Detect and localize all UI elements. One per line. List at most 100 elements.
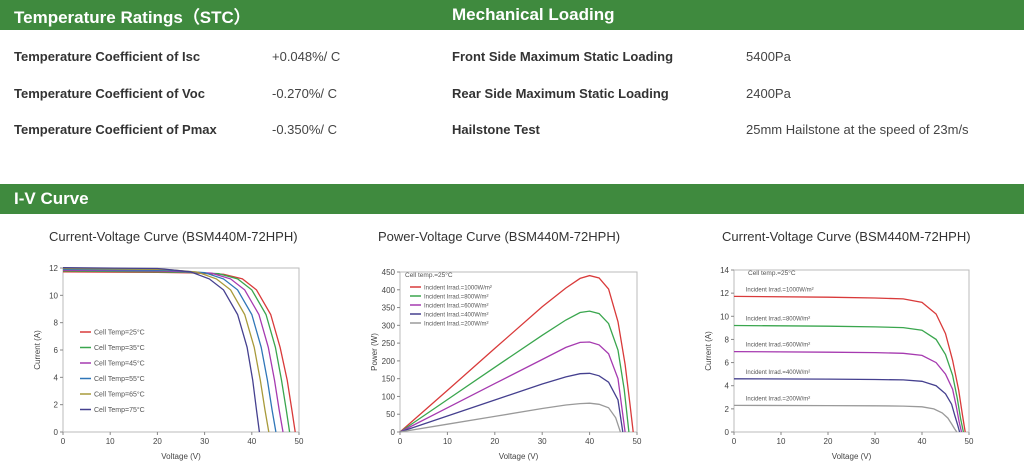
y-tick-label: 0: [391, 428, 396, 437]
iv-temp-chart: 0 10 20 30 40 50 0 2 4 6 8 10 12 Voltage (V) Current (…: [33, 264, 304, 461]
temperature-ratings-title: Temperature Ratings（STC）: [14, 7, 251, 27]
series-inline-label: Incident Irrad.=1000W/m²: [746, 287, 814, 293]
legend-label: Cell Temp=65°C: [94, 391, 145, 399]
series-line: [399, 274, 634, 433]
series-line: [62, 269, 284, 433]
x-axis-label: Voltage (V): [832, 452, 872, 461]
series-inline-label: Incident Irrad.=200W/m²: [746, 396, 811, 402]
y-axis-label: Current (A): [33, 330, 42, 370]
temp-row-label-voc: Temperature Coefficient of Voc: [14, 86, 205, 101]
y-tick-label: 300: [382, 321, 396, 330]
legend-label: Cell Temp=25°C: [94, 329, 145, 337]
series-inline-label: Incident Irrad.=400W/m²: [746, 370, 811, 376]
x-tick-label: 0: [732, 437, 737, 446]
temp-row-value-isc: +0.048%/ C: [272, 49, 341, 64]
x-tick-label: 10: [106, 437, 115, 446]
x-tick-label: 40: [585, 437, 594, 446]
y-tick-label: 0: [54, 428, 59, 437]
y-tick-label: 2: [725, 405, 730, 414]
legend-label: Incident Irrad.=1000W/m²: [424, 286, 492, 292]
series-inline-label: Incident Irrad.=600W/m²: [746, 343, 811, 349]
y-tick-label: 450: [382, 268, 396, 277]
series-line: [399, 402, 622, 433]
series-inline-label: Incident Irrad.=800W/m²: [746, 317, 811, 323]
y-tick-label: 150: [382, 375, 396, 384]
y-axis-label: Current (A): [704, 331, 713, 371]
chart-title-1: Current-Voltage Curve (BSM440M-72HPH): [49, 229, 298, 244]
y-tick-label: 250: [382, 339, 396, 348]
y-tick-label: 6: [725, 359, 730, 368]
series-line: [733, 324, 965, 433]
series-line: [733, 378, 961, 433]
mech-row-value-rear: 2400Pa: [746, 86, 791, 101]
series-line: [62, 270, 291, 433]
y-tick-label: 12: [720, 289, 729, 298]
y-tick-label: 4: [725, 382, 730, 391]
series-line: [733, 350, 963, 433]
x-tick-label: 50: [633, 437, 642, 446]
mech-row-label-rear: Rear Side Maximum Static Loading: [452, 86, 669, 101]
x-tick-label: 40: [918, 437, 927, 446]
x-tick-label: 50: [295, 437, 304, 446]
mech-row-value-front: 5400Pa: [746, 49, 791, 64]
series-line: [399, 372, 624, 433]
y-tick-label: 4: [54, 373, 59, 382]
y-tick-label: 350: [382, 304, 396, 313]
x-tick-label: 0: [398, 437, 403, 446]
iv-curve-title: I-V Curve: [0, 184, 1024, 214]
x-tick-label: 10: [443, 437, 452, 446]
legend-label: Incident Irrad.=200W/m²: [424, 322, 489, 328]
x-tick-label: 30: [538, 437, 547, 446]
temp-row-value-pmax: -0.350%/ C: [272, 122, 338, 137]
x-tick-label: 20: [153, 437, 162, 446]
chart-title-2: Power-Voltage Curve (BSM440M-72HPH): [378, 229, 621, 244]
chart-title-3: Current-Voltage Curve (BSM440M-72HPH): [722, 229, 971, 244]
x-tick-label: 50: [965, 437, 974, 446]
legend-label: Cell Temp=45°C: [94, 360, 145, 368]
series-line: [399, 341, 626, 433]
legend-label: Incident Irrad.=600W/m²: [424, 304, 489, 310]
series-line: [62, 268, 277, 433]
y-tick-label: 0: [725, 428, 730, 437]
x-tick-label: 0: [61, 437, 66, 446]
y-axis-label: Power (W): [370, 333, 379, 371]
x-tick-label: 30: [871, 437, 880, 446]
mech-row-label-hail: Hailstone Test: [452, 122, 540, 137]
series-line: [733, 295, 966, 433]
y-tick-label: 6: [54, 346, 59, 355]
legend-label: Incident Irrad.=800W/m²: [424, 295, 489, 301]
y-tick-label: 14: [720, 266, 729, 275]
chart-annotation: Cell temp.=25°C: [405, 271, 453, 279]
temp-row-value-voc: -0.270%/ C: [272, 86, 338, 101]
x-tick-label: 40: [247, 437, 256, 446]
mech-row-label-front: Front Side Maximum Static Loading: [452, 49, 674, 64]
y-tick-label: 200: [382, 357, 396, 366]
x-tick-label: 30: [200, 437, 209, 446]
legend-label: Incident Irrad.=400W/m²: [424, 313, 489, 319]
x-tick-label: 10: [777, 437, 786, 446]
temp-row-label-isc: Temperature Coefficient of Isc: [14, 49, 201, 64]
plot-frame: [399, 271, 638, 433]
series-line: [399, 310, 630, 433]
legend-label: Cell Temp=55°C: [94, 375, 145, 383]
x-tick-label: 20: [824, 437, 833, 446]
header-bar: [0, 0, 1024, 30]
y-tick-label: 50: [386, 410, 395, 419]
legend-label: Cell Temp=35°C: [94, 344, 145, 352]
mechanical-loading-title: Mechanical Loading: [452, 5, 615, 24]
y-tick-label: 10: [49, 291, 58, 300]
chart-annotation: Cell temp.=25°C: [748, 269, 796, 277]
iv-irradiance-chart: 0 10 20 30 40 50 0 2 4 6 8 10 12 14 Voltage (V) Current…: [704, 266, 974, 461]
y-tick-label: 100: [382, 392, 396, 401]
series-line: [733, 404, 958, 433]
x-tick-label: 20: [490, 437, 499, 446]
pv-irradiance-chart: 0 10 20 30 40 50 0 50 100 150 200 250 300 350 400 450 Vo…: [370, 268, 642, 461]
x-axis-label: Voltage (V): [499, 452, 539, 461]
legend-label: Cell Temp=75°C: [94, 406, 145, 414]
y-tick-label: 8: [725, 335, 730, 344]
y-tick-label: 10: [720, 312, 729, 321]
mech-row-value-hail: 25mm Hailstone at the speed of 23m/s: [746, 122, 969, 137]
y-tick-label: 12: [49, 264, 58, 273]
x-axis-label: Voltage (V): [161, 452, 201, 461]
y-tick-label: 8: [54, 319, 59, 328]
